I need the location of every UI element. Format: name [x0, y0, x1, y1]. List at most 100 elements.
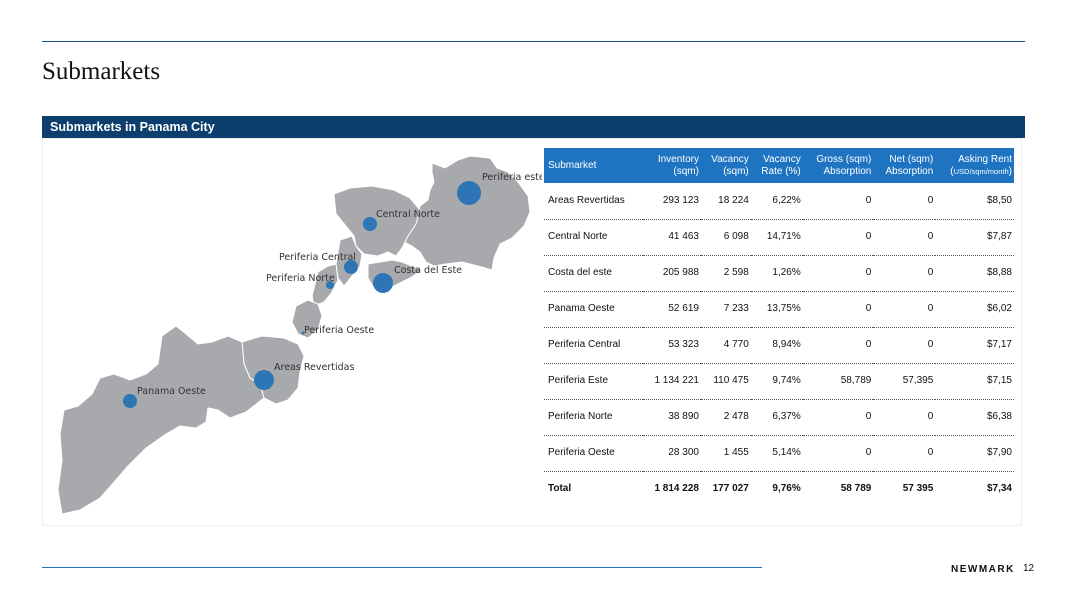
table-row: Costa del este 205 988 2 598 1,26% 0 0 $8,88 [544, 255, 1014, 292]
cell-inventory: 52 619 [642, 291, 701, 328]
header-vacancy-rate: Vacancy Rate (%) [761, 153, 801, 177]
bubble-costa-del-este [373, 273, 393, 293]
header-inventory: Inventory (sqm) [657, 153, 699, 177]
submarkets-map: Periferia este Central Norte Periferia C… [57, 155, 542, 515]
cell-vacancy: 1 455 [700, 435, 751, 472]
cell-rent: $8,88 [935, 255, 1014, 292]
cell-rate: 5,14% [750, 435, 803, 472]
submarkets-table: Submarket Inventory (sqm) Vacancy (sqm) Va… [544, 148, 1014, 507]
cell-gross: 58 789 [840, 483, 872, 495]
region-panama-oeste [57, 325, 265, 515]
header-net-absorption: Net (sqm) Absorption [885, 153, 934, 177]
header-gross-absorption: Gross (sqm) Absorption [816, 153, 872, 177]
label-periferia-norte: Periferia Norte [266, 273, 335, 284]
region-central-norte [333, 185, 421, 257]
header-vacancy: Vacancy (sqm) [711, 153, 749, 177]
table-row: Periferia Central 53 323 4 770 8,94% 0 0 $7,17 [544, 327, 1014, 364]
region-periferia-norte [311, 263, 339, 307]
label-panama-oeste: Panama Oeste [137, 386, 206, 397]
cell-vacancy: 110 475 [700, 363, 751, 400]
cell-net: 0 [873, 183, 936, 220]
table-total-row: Total 1 814 228 177 027 9,76% 58 789 57 395 $7… [544, 471, 1014, 507]
cell-inventory: 1 134 221 [642, 363, 701, 400]
bottom-divider [42, 567, 762, 568]
cell-vacancy: 7 233 [700, 291, 751, 328]
bubble-periferia-oeste [301, 331, 305, 335]
header-submarket: Submarket [548, 159, 597, 171]
cell-gross: 0 [802, 183, 874, 220]
cell-submarket: Areas Revertidas [544, 183, 643, 220]
cell-vacancy: 6 098 [700, 219, 751, 256]
top-divider [42, 41, 1025, 42]
cell-rent: $7,17 [935, 327, 1014, 364]
table-row: Periferia Norte 38 890 2 478 6,37% 0 0 $6,38 [544, 399, 1014, 436]
cell-net: 0 [873, 399, 936, 436]
cell-rent: $7,15 [935, 363, 1014, 400]
cell-rate: 13,75% [750, 291, 803, 328]
cell-net: 57 395 [902, 483, 934, 495]
table-row: Periferia Este 1 134 221 110 475 9,74% 58,78… [544, 363, 1014, 400]
cell-rate: 8,94% [750, 327, 803, 364]
brand-logo: NEWMARK [951, 564, 1015, 575]
cell-gross: 58,789 [802, 363, 874, 400]
cell-net: 0 [873, 219, 936, 256]
cell-inventory: 293 123 [642, 183, 701, 220]
cell-gross: 0 [802, 435, 874, 472]
bubble-panama-oeste [123, 394, 137, 408]
table-row: Panama Oeste 52 619 7 233 13,75% 0 0 $6,02 [544, 291, 1014, 328]
section-title: Submarkets in Panama City [50, 120, 215, 134]
page-title: Submarkets [42, 58, 161, 85]
section-header: Submarkets in Panama City [42, 116, 1025, 138]
bubble-periferia-norte [326, 281, 334, 289]
table-header-row: Submarket Inventory (sqm) Vacancy (sqm) Va… [544, 148, 1014, 183]
bubble-periferia-este [457, 181, 481, 205]
cell-rate: 6,37% [750, 399, 803, 436]
cell-gross: 0 [802, 255, 874, 292]
cell-inventory: 28 300 [642, 435, 701, 472]
cell-rent: $7,90 [935, 435, 1014, 472]
bubble-areas-revertidas [254, 370, 274, 390]
cell-gross: 0 [802, 291, 874, 328]
cell-vacancy: 4 770 [700, 327, 751, 364]
cell-rate: 14,71% [750, 219, 803, 256]
cell-gross: 0 [802, 219, 874, 256]
cell-submarket: Periferia Norte [544, 399, 643, 436]
page-number: 12 [1023, 563, 1035, 574]
table-row: Areas Revertidas 293 123 18 224 6,22% 0 0 $8,5… [544, 183, 1014, 220]
cell-rent: $7,34 [986, 483, 1012, 495]
cell-vacancy: 2 478 [700, 399, 751, 436]
cell-submarket: Central Norte [544, 219, 643, 256]
label-areas-revertidas: Areas Revertidas [274, 362, 354, 373]
cell-rate: 9,76% [772, 483, 801, 495]
cell-inventory: 38 890 [642, 399, 701, 436]
cell-inventory: 1 814 228 [654, 483, 699, 495]
cell-vacancy: 177 027 [712, 483, 749, 495]
table-row: Periferia Oeste 28 300 1 455 5,14% 0 0 $7,90 [544, 435, 1014, 472]
cell-rate: 9,74% [750, 363, 803, 400]
cell-net: 0 [873, 327, 936, 364]
cell-vacancy: 2 598 [700, 255, 751, 292]
cell-net: 0 [873, 435, 936, 472]
header-asking-rent: Asking Rent (USD/sqm/month) [950, 153, 1012, 177]
cell-rent: $6,02 [935, 291, 1014, 328]
cell-submarket: Total [548, 483, 572, 495]
cell-gross: 0 [802, 399, 874, 436]
cell-net: 0 [873, 291, 936, 328]
bubble-periferia-central [344, 260, 358, 274]
cell-submarket: Periferia Oeste [544, 435, 643, 472]
cell-inventory: 53 323 [642, 327, 701, 364]
cell-rent: $7,87 [935, 219, 1014, 256]
label-central-norte: Central Norte [376, 209, 440, 220]
cell-submarket: Periferia Central [544, 327, 643, 364]
label-periferia-este: Periferia este [482, 172, 542, 183]
cell-rent: $8,50 [935, 183, 1014, 220]
cell-inventory: 41 463 [642, 219, 701, 256]
cell-submarket: Periferia Este [544, 363, 643, 400]
cell-inventory: 205 988 [642, 255, 701, 292]
cell-gross: 0 [802, 327, 874, 364]
cell-rent: $6,38 [935, 399, 1014, 436]
table-row: Central Norte 41 463 6 098 14,71% 0 0 $7,87 [544, 219, 1014, 256]
cell-net: 0 [873, 255, 936, 292]
submarkets-table-container: Submarket Inventory (sqm) Vacancy (sqm) Va… [544, 148, 1014, 507]
cell-vacancy: 18 224 [700, 183, 751, 220]
